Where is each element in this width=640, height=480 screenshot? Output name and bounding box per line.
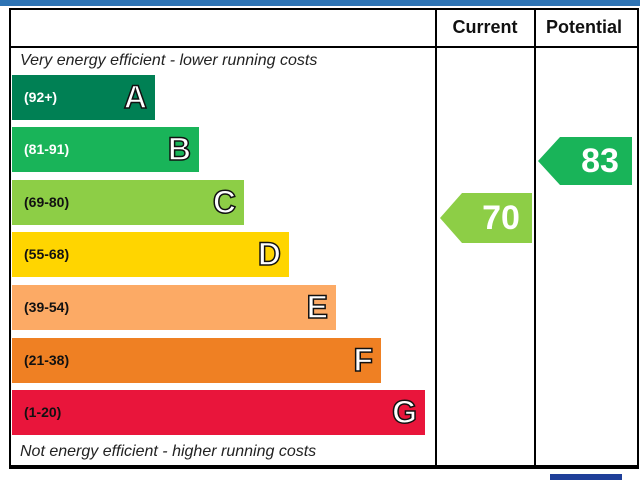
band-letter: C [213, 184, 236, 220]
potential-header: Potential [546, 17, 622, 37]
band-range: (21-38) [24, 352, 69, 368]
band-bar [12, 180, 244, 225]
band-bar [12, 338, 381, 383]
band-bar [12, 232, 289, 277]
band-bar [12, 285, 336, 330]
potential-arrow [538, 137, 632, 185]
top-note: Very energy efficient - lower running co… [20, 52, 317, 69]
band-range: (39-54) [24, 299, 69, 315]
band-bar [12, 75, 155, 120]
band-letter: F [353, 342, 373, 378]
eu-flag [550, 474, 622, 480]
band-range: (55-68) [24, 246, 69, 262]
band-letter: E [307, 289, 328, 325]
band-letter: A [124, 79, 147, 115]
band-range: (81-91) [24, 141, 69, 157]
band-letter: B [168, 131, 191, 167]
potential-rating: 83 [581, 142, 619, 180]
band-range: (69-80) [24, 194, 69, 210]
band-letter: D [258, 236, 281, 272]
band-range: (1-20) [24, 404, 61, 420]
top-strip [0, 0, 640, 6]
current-arrow [440, 193, 532, 243]
band-range: (92+) [24, 89, 57, 105]
band-bar [12, 127, 199, 172]
current-rating: 70 [482, 199, 520, 237]
current-header: Current [452, 17, 517, 37]
band-bar [12, 390, 425, 435]
bottom-note: Not energy efficient - higher running co… [20, 443, 316, 460]
band-letter: G [392, 394, 417, 430]
